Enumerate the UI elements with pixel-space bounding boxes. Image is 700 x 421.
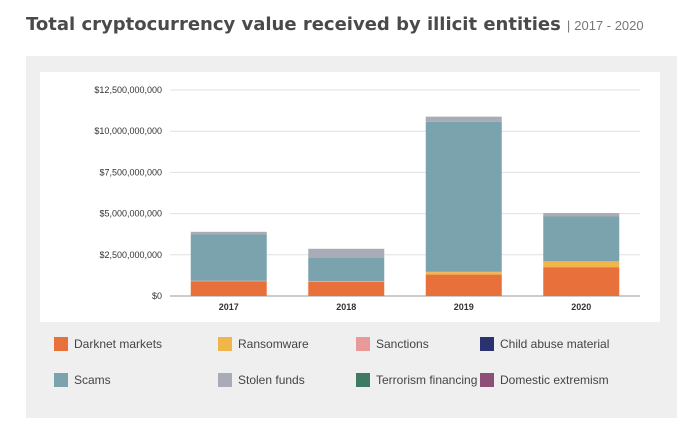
bar-segment (308, 281, 385, 296)
bar-segment (308, 281, 385, 282)
plot-area: $0 $2,500,000,000 $5,000,000,000 $7,500,000… (40, 72, 660, 322)
bar-segment (308, 258, 385, 282)
chart-header: Total cryptocurrency value received by i… (26, 14, 686, 46)
y-tick-label: $0 (152, 291, 162, 301)
bar-segment (190, 231, 267, 235)
chart-subtitle: 2017 - 2020 (574, 18, 644, 33)
bar-segment (543, 216, 620, 261)
legend-item: Ransomware (218, 334, 309, 354)
x-tick-label: 2019 (454, 302, 474, 312)
legend-item: Stolen funds (218, 370, 305, 390)
bar-segment (543, 261, 620, 268)
bar-segment (425, 272, 502, 275)
legend-label: Domestic extremism (500, 373, 609, 387)
legend-label: Scams (74, 373, 111, 387)
bar-segment (543, 213, 620, 217)
legend-swatch (480, 337, 494, 351)
legend-swatch (54, 373, 68, 387)
legend-item: Darknet markets (54, 334, 162, 354)
legend-swatch (218, 373, 232, 387)
legend-label: Stolen funds (238, 373, 305, 387)
legend-swatch (54, 337, 68, 351)
legend-label: Ransomware (238, 337, 309, 351)
stacked-bar-chart: $0 $2,500,000,000 $5,000,000,000 $7,500,000… (94, 85, 640, 312)
legend-label: Child abuse material (500, 337, 610, 351)
chart-panel: $0 $2,500,000,000 $5,000,000,000 $7,500,000… (26, 56, 677, 418)
legend-label: Sanctions (376, 337, 429, 351)
bar-segment (190, 281, 267, 296)
title-separator: | (566, 18, 571, 33)
legend-swatch (218, 337, 232, 351)
legend-label: Darknet markets (74, 337, 163, 351)
y-tick-label: $2,500,000,000 (99, 250, 162, 260)
legend-item: Scams (54, 370, 111, 390)
y-tick-label: $7,500,000,000 (99, 167, 162, 177)
y-tick-label: $10,000,000,000 (94, 126, 162, 136)
x-tick-label: 2018 (336, 302, 356, 312)
bar-segment (308, 248, 385, 259)
legend-item: Sanctions (356, 334, 429, 354)
legend-label: Terrorism financing (376, 373, 478, 387)
bar-segment (425, 116, 502, 122)
bar-segment (425, 274, 502, 296)
y-tick-label: $5,000,000,000 (99, 209, 162, 219)
y-tick-label: $12,500,000,000 (94, 85, 162, 95)
legend-swatch (356, 373, 370, 387)
bar-segment (543, 267, 620, 296)
legend-item: Domestic extremism (480, 370, 609, 390)
x-tick-label: 2020 (571, 302, 591, 312)
legend-item: Terrorism financing (356, 370, 477, 390)
chart-title: Total cryptocurrency value received by i… (26, 14, 561, 35)
chart-legend: Darknet markets Ransomware Sanctions Child … (40, 330, 660, 410)
bar-segment (425, 121, 502, 272)
bar-segment (190, 234, 267, 281)
legend-swatch (480, 373, 494, 387)
legend-swatch (356, 337, 370, 351)
x-tick-label: 2017 (219, 302, 239, 312)
legend-item: Child abuse material (480, 334, 609, 354)
